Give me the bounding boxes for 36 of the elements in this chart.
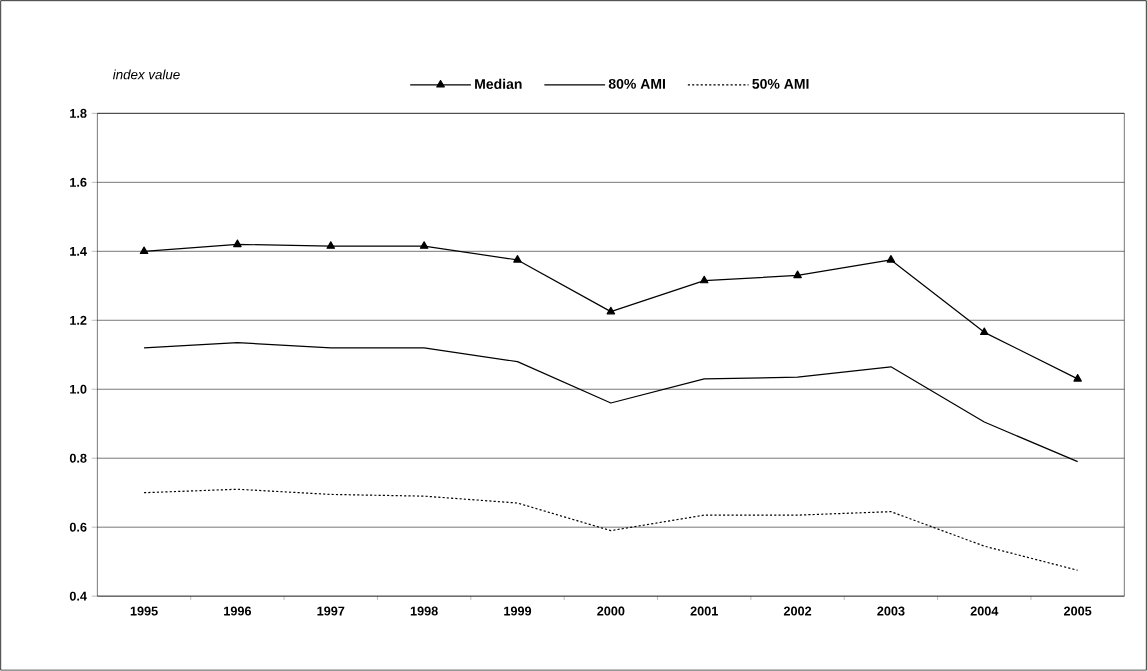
y-tick-label: 1.0 [70,384,87,394]
y-tick-label: 0.8 [69,453,87,463]
x-tick-label: 2005 [1063,606,1092,616]
y-tick-label: 0.6 [69,522,87,532]
x-tick-label: 2002 [783,606,812,616]
y-tick-label: 0.4 [69,591,87,601]
point [606,306,616,315]
x-tick-label: 2004 [970,606,999,616]
y-tick-label: 1.6 [70,177,87,187]
y-axis-title: index value [112,69,180,80]
point [793,270,802,279]
point [886,255,896,263]
x-tick-label: 1998 [410,606,438,616]
point [139,246,149,255]
point [979,327,989,336]
y-tick-label: 1.4 [70,247,87,256]
x-tick-label: 2001 [690,606,718,616]
x-tick-label: 1997 [317,606,345,616]
x-tick-label: 2003 [877,606,905,616]
point [513,255,522,263]
x-tick-label: 2000 [597,606,625,616]
legend-label: 80% AMI [608,78,665,89]
line-series [143,488,1079,571]
legend-label: 50% AMI [752,78,809,89]
x-tick-label: 1996 [224,606,252,616]
point [233,239,242,248]
point [419,241,429,249]
y-tick-label: 1.2 [70,315,87,325]
point [699,275,709,284]
x-tick-label: 1995 [130,606,158,616]
y-tick-label: 1.8 [70,108,87,118]
line-series [143,342,1079,463]
point [1073,374,1082,382]
x-tick-label: 1999 [504,606,532,616]
point [326,241,336,249]
legend-label: Median [475,78,522,90]
